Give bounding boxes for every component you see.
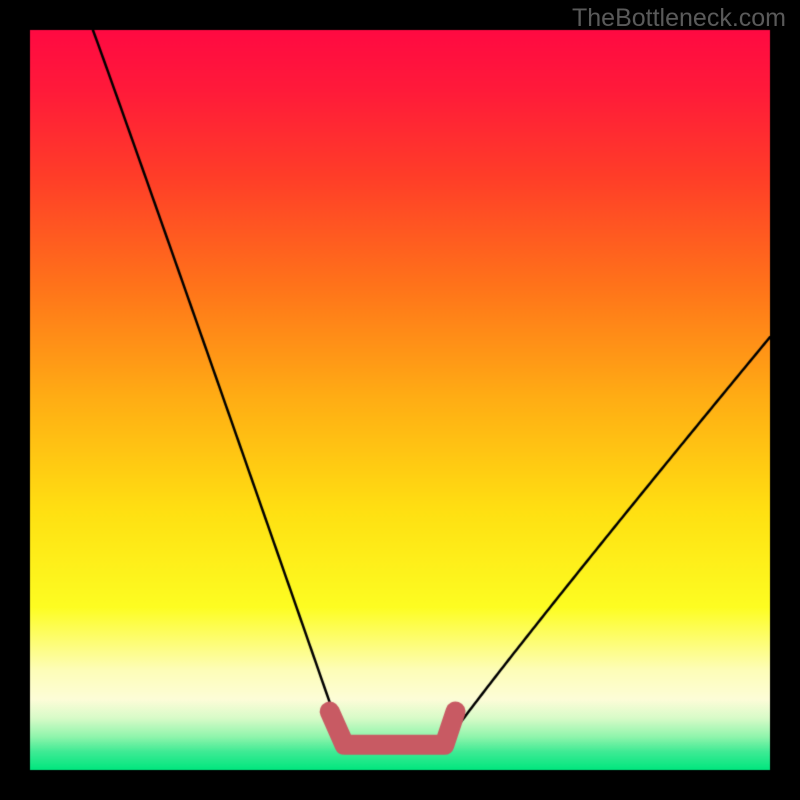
bottleneck-chart-canvas	[0, 0, 800, 800]
watermark-label: TheBottleneck.com	[572, 4, 786, 33]
chart-stage: TheBottleneck.com	[0, 0, 800, 800]
